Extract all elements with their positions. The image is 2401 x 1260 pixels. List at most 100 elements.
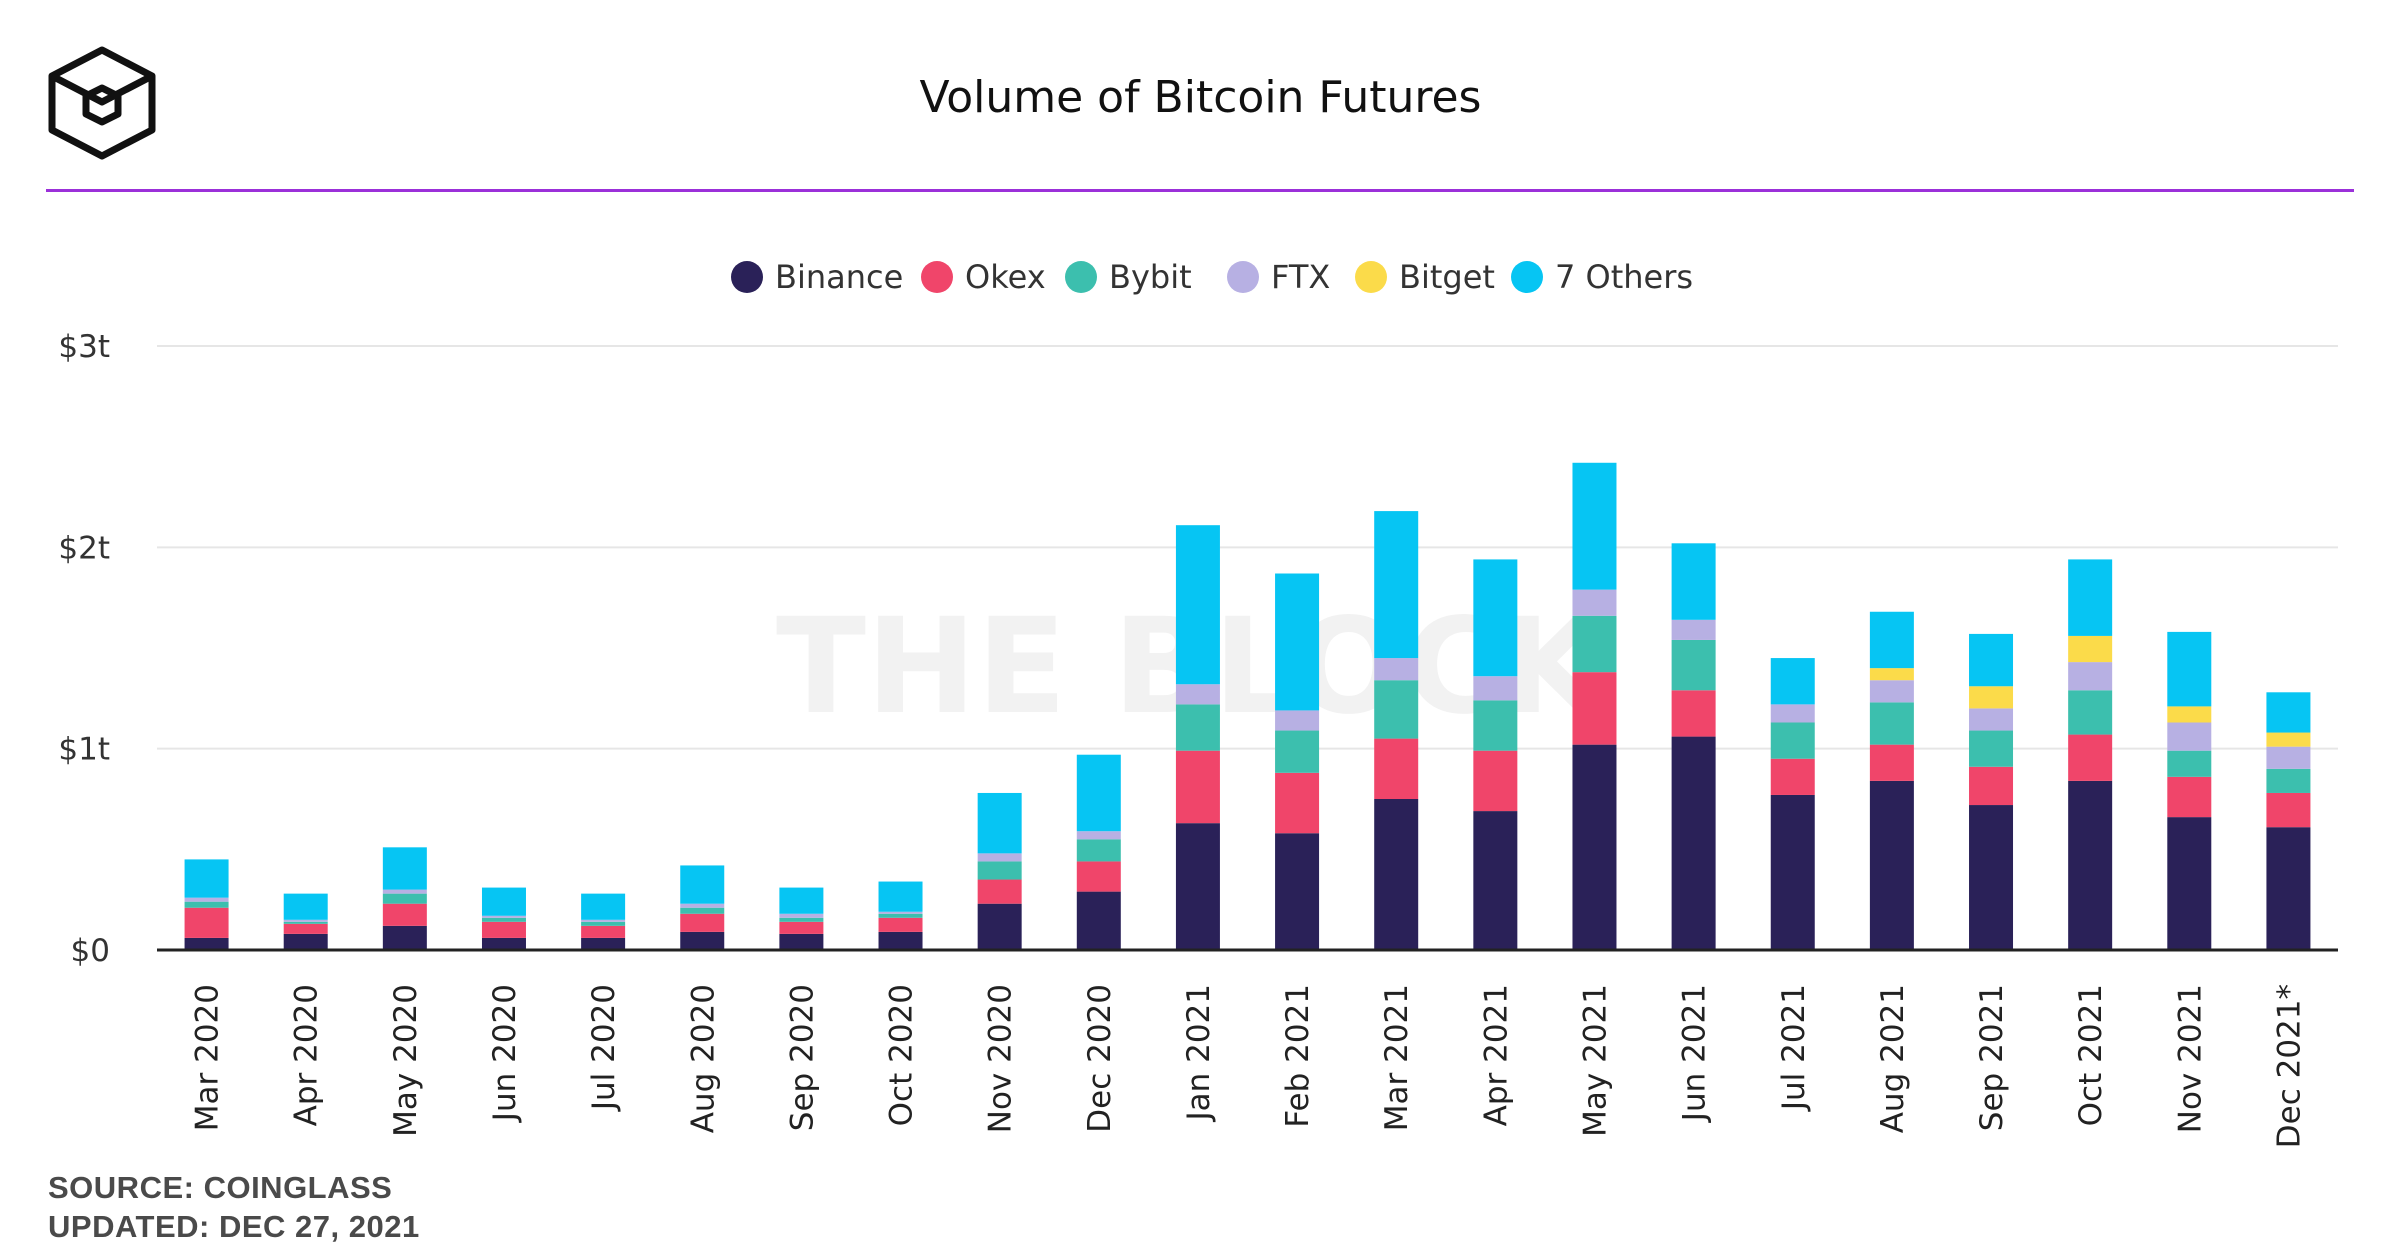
bar-segment — [581, 893, 626, 920]
bar-segment — [1275, 772, 1320, 834]
bar-segment — [2068, 734, 2113, 781]
bar-segment — [581, 925, 626, 938]
bar-segment — [1473, 676, 1518, 701]
bar-segment — [184, 901, 229, 908]
bar-segment — [184, 897, 229, 902]
bar-segment — [481, 887, 526, 916]
source-note: SOURCE: COINGLASS — [48, 1170, 393, 1205]
bar-segment — [1671, 619, 1716, 640]
x-tick-label: Dec 2020 — [1082, 984, 1118, 1133]
x-tick-label: Mar 2020 — [190, 984, 226, 1131]
bar-segment — [581, 937, 626, 950]
legend-swatch — [731, 261, 763, 293]
y-tick-label: $0 — [71, 933, 110, 969]
bar-segment — [2167, 776, 2212, 818]
bar-segment — [1275, 833, 1320, 950]
bar-segment — [779, 913, 824, 918]
bar-segment — [2167, 706, 2212, 723]
x-tick-label: Mar 2021 — [1379, 984, 1415, 1131]
bar-segment — [1374, 511, 1419, 659]
bar-segment — [184, 907, 229, 938]
bar-segment — [1671, 543, 1716, 620]
bar-segment — [878, 911, 923, 914]
x-tick-label: Nov 2021 — [2172, 984, 2208, 1133]
x-tick-label: Oct 2021 — [2073, 984, 2109, 1126]
bar-segment — [977, 879, 1022, 904]
bar-segment — [1869, 702, 1914, 745]
legend-label: FTX — [1271, 258, 1330, 296]
bar-segment — [1374, 738, 1419, 799]
bar-segment — [1374, 658, 1419, 681]
bar-segment — [779, 887, 824, 914]
x-tick-label: Dec 2021* — [2271, 984, 2307, 1148]
bar-segment — [283, 893, 328, 920]
bar-segment — [878, 917, 923, 932]
bar-segment — [680, 865, 725, 904]
bar-segment — [1572, 589, 1617, 616]
bar-segment — [1076, 861, 1121, 892]
bar-segment — [779, 917, 824, 922]
bar-segment — [1671, 736, 1716, 950]
bar-segment — [1175, 750, 1220, 824]
x-tick-label: Jul 2020 — [586, 984, 622, 1112]
bar-segment — [1770, 758, 1815, 795]
bar-segment — [1969, 730, 2014, 767]
bar-segment — [1572, 615, 1617, 673]
bar-segment — [1275, 573, 1320, 711]
bar-segment — [2266, 827, 2311, 950]
x-tick-label: Aug 2021 — [1875, 984, 1911, 1133]
bar-segment — [1175, 704, 1220, 751]
bar-segment — [2167, 631, 2212, 707]
bar-segment — [1175, 684, 1220, 705]
bar-segment — [680, 931, 725, 950]
legend-swatch — [1511, 261, 1543, 293]
bar-segment — [283, 921, 328, 924]
bar-segment — [2068, 635, 2113, 663]
bar-segment — [481, 917, 526, 922]
x-tick-label: Jan 2021 — [1181, 984, 1217, 1123]
bar-segment — [977, 853, 1022, 862]
bar-segment — [977, 861, 1022, 880]
bar-segment — [481, 915, 526, 918]
bar-segment — [2068, 559, 2113, 636]
bar-segment — [779, 921, 824, 934]
header-divider — [46, 189, 2354, 192]
bar-segment — [1275, 730, 1320, 773]
bar-segment — [680, 903, 725, 908]
bar-segment — [977, 792, 1022, 854]
bar-segment — [878, 913, 923, 918]
bar-segment — [1076, 839, 1121, 862]
updated-note: UPDATED: DEC 27, 2021 — [48, 1209, 420, 1244]
legend-swatch — [921, 261, 953, 293]
bar-segment — [1671, 639, 1716, 691]
bar-segment — [283, 933, 328, 950]
bar-segment — [1869, 611, 1914, 669]
bar-segment — [382, 889, 427, 894]
y-tick-label: $2t — [58, 530, 110, 566]
bar-segment — [1770, 658, 1815, 705]
x-tick-label: Oct 2020 — [884, 984, 920, 1126]
header-area — [0, 0, 2401, 188]
bar-segment — [481, 921, 526, 938]
chart-title: Volume of Bitcoin Futures — [919, 72, 1482, 123]
bar-segment — [1969, 686, 2014, 709]
bar-segment — [1969, 766, 2014, 806]
bar-segment — [779, 933, 824, 950]
bar-segment — [1175, 525, 1220, 685]
bar-segment — [1671, 690, 1716, 737]
bar-segment — [1770, 704, 1815, 723]
bar-segment — [680, 913, 725, 932]
x-tick-label: Jun 2020 — [487, 984, 523, 1123]
x-tick-label: Jul 2021 — [1776, 984, 1812, 1112]
bar-segment — [382, 903, 427, 926]
x-tick-label: Apr 2020 — [289, 984, 325, 1126]
bar-segment — [184, 859, 229, 898]
bar-segment — [1969, 633, 2014, 687]
bar-segment — [2266, 692, 2311, 733]
bar-segment — [283, 919, 328, 922]
bar-segment — [1969, 805, 2014, 950]
x-tick-label: Jun 2021 — [1677, 984, 1713, 1123]
x-tick-label: May 2020 — [388, 984, 424, 1137]
x-tick-label: Apr 2021 — [1478, 984, 1514, 1126]
